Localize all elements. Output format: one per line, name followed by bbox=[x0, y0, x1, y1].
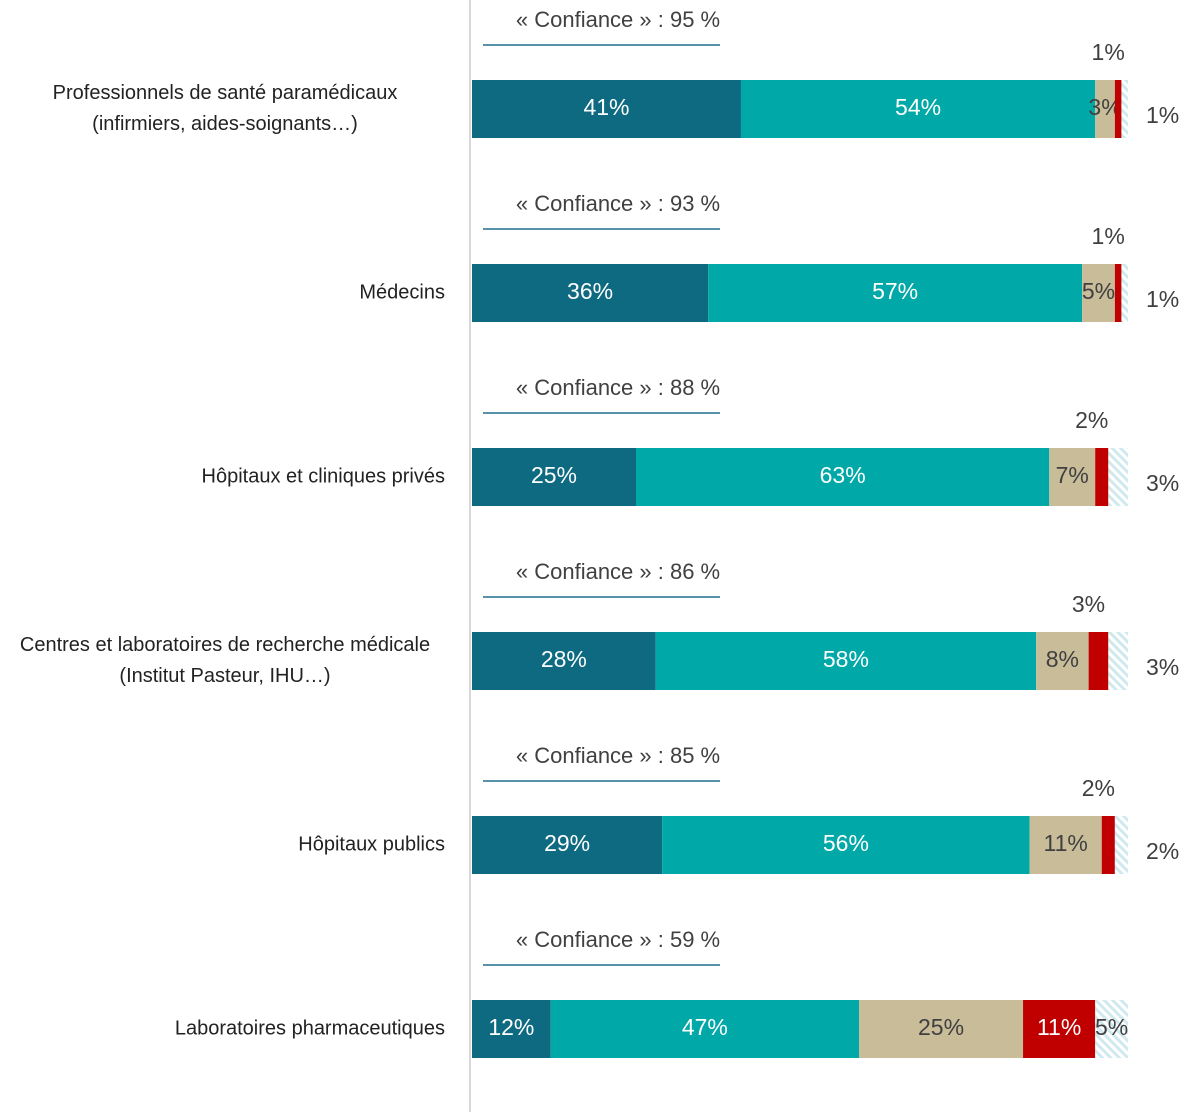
bar-segment bbox=[472, 816, 663, 874]
category-label: Hôpitaux et cliniques privés bbox=[201, 465, 445, 488]
value-label: 2% bbox=[1082, 775, 1115, 801]
category-label: Professionnels de santé paramédicaux (in… bbox=[52, 82, 398, 135]
bar-segment bbox=[708, 264, 1083, 322]
annotation: « Confiance » : 85 % bbox=[516, 743, 720, 768]
bar-segment bbox=[1049, 448, 1096, 506]
bar-segment bbox=[1108, 448, 1128, 506]
value-label: 41% bbox=[583, 94, 629, 120]
bar-segment bbox=[1121, 80, 1128, 138]
bar-segment bbox=[740, 80, 1096, 138]
value-label: 11% bbox=[1037, 1014, 1081, 1040]
bar-segment bbox=[1095, 80, 1115, 138]
value-label: 12% bbox=[488, 1014, 534, 1040]
category-label: Laboratoires pharmaceutiques bbox=[174, 1017, 445, 1040]
value-label: 63% bbox=[820, 462, 866, 488]
value-label: 1% bbox=[1146, 286, 1179, 312]
bar-segment bbox=[472, 448, 636, 506]
value-label: 3% bbox=[1072, 591, 1105, 617]
bar-segment bbox=[1023, 1000, 1096, 1058]
bar-segment bbox=[636, 448, 1050, 506]
value-label: 56% bbox=[823, 830, 869, 856]
value-label: 2% bbox=[1075, 407, 1108, 433]
bar-segment bbox=[1095, 448, 1109, 506]
annotation: « Confiance » : 93 % bbox=[516, 191, 720, 216]
value-label: 47% bbox=[682, 1014, 728, 1040]
bar-segment bbox=[1036, 632, 1089, 690]
value-label: 25% bbox=[531, 462, 577, 488]
annotation: « Confiance » : 95 % bbox=[516, 7, 720, 32]
bar-segment bbox=[1082, 264, 1115, 322]
bar-segment bbox=[472, 1000, 551, 1058]
bar-segment bbox=[472, 632, 656, 690]
bar-segment bbox=[1114, 80, 1122, 138]
value-label: 5% bbox=[1095, 1014, 1128, 1040]
value-label: 57% bbox=[872, 278, 918, 304]
value-label: 5% bbox=[1082, 278, 1115, 304]
bar-segment bbox=[1108, 632, 1128, 690]
value-label: 2% bbox=[1146, 838, 1179, 864]
annotation: « Confiance » : 86 % bbox=[516, 559, 720, 584]
value-label: 54% bbox=[895, 94, 941, 120]
value-label: 1% bbox=[1092, 39, 1125, 65]
value-label: 1% bbox=[1092, 223, 1125, 249]
annotation: « Confiance » : 88 % bbox=[516, 375, 720, 400]
annotation: « Confiance » : 59 % bbox=[516, 927, 720, 952]
bar-segment bbox=[1114, 264, 1122, 322]
value-label: 7% bbox=[1056, 462, 1089, 488]
value-label: 36% bbox=[567, 278, 613, 304]
bar-segment bbox=[1088, 632, 1109, 690]
bar-segment bbox=[472, 264, 709, 322]
value-label: 28% bbox=[541, 646, 587, 672]
bar-segment bbox=[655, 632, 1037, 690]
bar-segment bbox=[859, 1000, 1024, 1058]
value-label: 3% bbox=[1146, 654, 1179, 680]
value-label: 25% bbox=[918, 1014, 964, 1040]
bar-segment bbox=[662, 816, 1030, 874]
value-label: 3% bbox=[1146, 470, 1179, 496]
bar-segment bbox=[1095, 1000, 1128, 1058]
category-label: Hôpitaux publics bbox=[298, 833, 445, 856]
bar-segment bbox=[472, 80, 741, 138]
category-label: Centres et laboratoires de recherche méd… bbox=[19, 634, 431, 687]
bar-segment bbox=[1029, 816, 1102, 874]
bar-segment bbox=[1114, 816, 1128, 874]
bar-segment bbox=[550, 1000, 860, 1058]
bar-segment bbox=[1121, 264, 1128, 322]
bar-segment bbox=[1101, 816, 1115, 874]
value-label: 11% bbox=[1044, 830, 1088, 856]
category-label: Médecins bbox=[359, 281, 445, 304]
value-label: 29% bbox=[544, 830, 590, 856]
value-label: 1% bbox=[1146, 102, 1179, 128]
value-label: 8% bbox=[1046, 646, 1079, 672]
value-label: 58% bbox=[823, 646, 869, 672]
